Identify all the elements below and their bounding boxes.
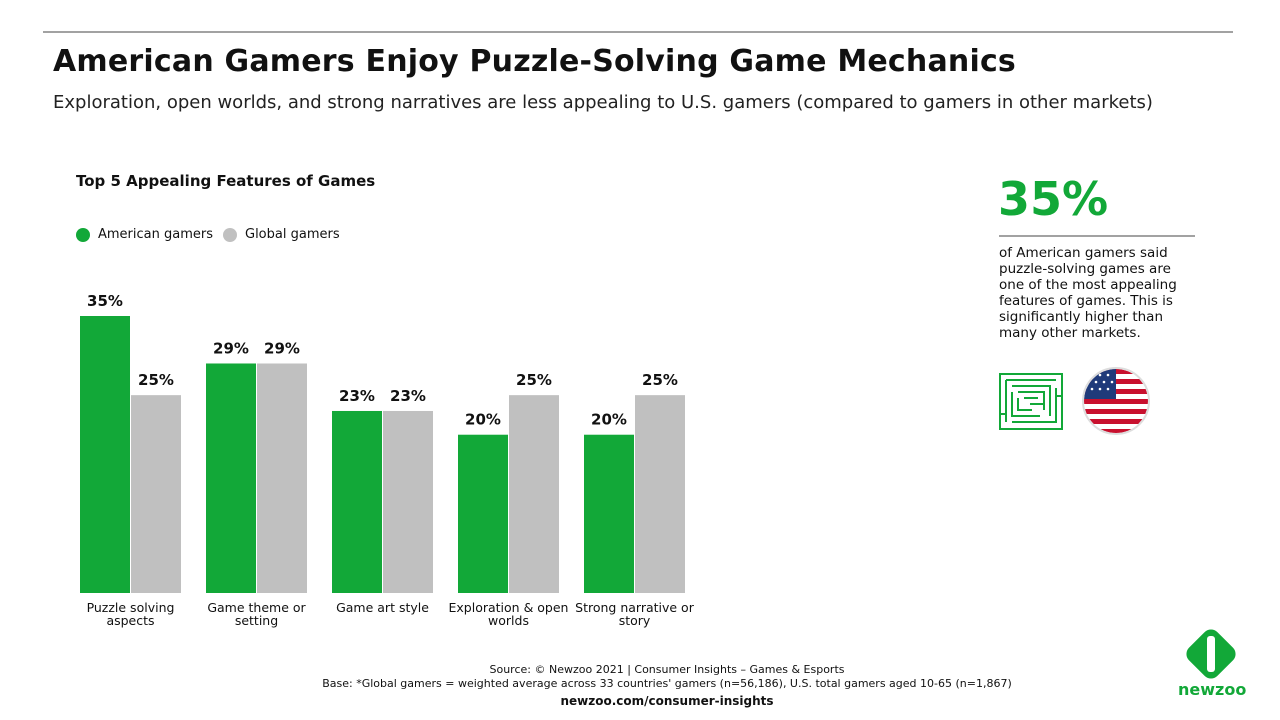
- value-label: 29%: [213, 339, 249, 357]
- value-label: 25%: [516, 371, 552, 389]
- bar: [458, 434, 508, 593]
- callout-value: 35%: [998, 172, 1109, 226]
- bar: [584, 434, 634, 593]
- chart-title: Top 5 Appealing Features of Games: [76, 172, 376, 190]
- bar: [206, 363, 256, 593]
- bar: [257, 363, 307, 593]
- legend-swatch: [223, 227, 237, 242]
- bar: [635, 395, 685, 593]
- value-label: 35%: [87, 292, 123, 310]
- value-label: 20%: [465, 411, 501, 429]
- value-label: 29%: [264, 339, 300, 357]
- x-tick-label: Puzzle solving aspects: [86, 600, 175, 628]
- page-title: American Gamers Enjoy Puzzle-Solving Gam…: [53, 44, 1016, 79]
- value-label: 25%: [138, 371, 174, 389]
- value-label: 23%: [390, 387, 426, 405]
- bar: [80, 316, 130, 593]
- legend-item: Global gamers: [223, 227, 340, 242]
- maze-icon: [999, 373, 1063, 430]
- bar: [131, 395, 181, 593]
- x-tick-label: Strong narrative or story: [575, 600, 694, 628]
- bar: [383, 410, 433, 593]
- bar: [332, 410, 382, 593]
- footer-base: Base: *Global gamers = weighted average …: [322, 677, 1012, 690]
- footer-source: Source: © Newzoo 2021 | Consumer Insight…: [489, 663, 845, 676]
- footer-url: newzoo.com/consumer-insights: [560, 694, 774, 708]
- x-tick-label: Game art style: [336, 600, 429, 615]
- flag-border: [1082, 367, 1150, 435]
- value-label: 20%: [591, 411, 627, 429]
- callout-text: of American gamers said puzzle-solving g…: [999, 245, 1177, 341]
- value-label: 25%: [642, 371, 678, 389]
- logo-mark: [1186, 629, 1236, 679]
- us-flag-icon: [1084, 369, 1148, 433]
- legend-item: American gamers: [76, 227, 213, 242]
- bar: [509, 395, 559, 593]
- x-tick-label: Exploration & open worlds: [448, 600, 569, 628]
- value-label: 23%: [339, 387, 375, 405]
- legend-label: American gamers: [98, 227, 213, 242]
- legend-label: Global gamers: [245, 227, 340, 242]
- page-subtitle: Exploration, open worlds, and strong nar…: [53, 92, 1153, 113]
- x-tick-label: Game theme or setting: [207, 600, 306, 628]
- legend-swatch: [76, 227, 90, 242]
- logo-text: newzoo: [1178, 680, 1247, 699]
